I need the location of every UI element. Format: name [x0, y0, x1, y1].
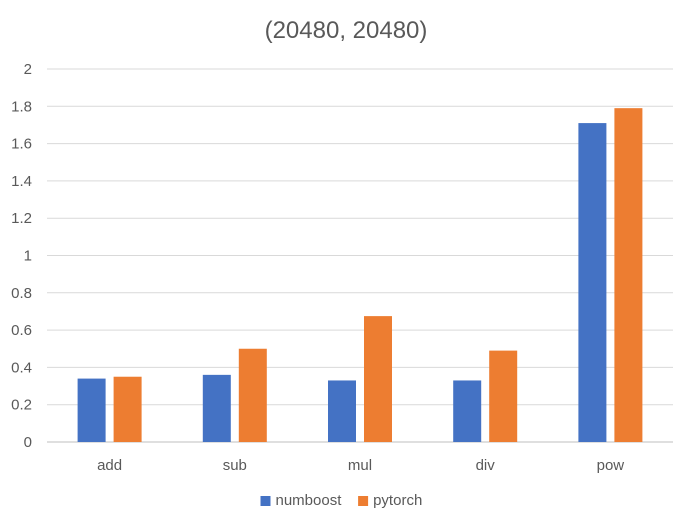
y-tick-label: 0.6 [11, 322, 32, 339]
chart-title: (20480, 20480) [265, 17, 428, 44]
legend-swatch-pytorch [358, 496, 369, 506]
x-tick-label: div [476, 457, 496, 474]
x-axis-ticks: add sub mul div pow [97, 457, 624, 474]
bar-pytorch-pow [614, 108, 643, 442]
y-tick-label: 1 [24, 248, 32, 265]
y-tick-label: 1.6 [11, 136, 32, 153]
legend-label-pytorch: pytorch [373, 492, 422, 509]
y-tick-label: 0.2 [11, 397, 32, 414]
y-tick-label: 1.2 [11, 210, 32, 227]
bar-numboost-pow [578, 123, 607, 443]
bar-pytorch-div [489, 350, 518, 442]
legend: numboost pytorch [260, 492, 422, 509]
y-tick-label: 2 [24, 61, 32, 78]
x-tick-label: add [97, 457, 122, 474]
legend-swatch-numboost [260, 496, 271, 506]
y-tick-label: 1.8 [11, 98, 32, 115]
bar-pytorch-add [113, 376, 142, 442]
x-tick-label: pow [597, 457, 625, 474]
bar-numboost-mul [328, 380, 356, 442]
bars [77, 108, 643, 443]
bar-pytorch-mul [364, 316, 392, 442]
bar-numboost-div [453, 380, 482, 442]
bar-pytorch-sub [238, 348, 267, 442]
y-tick-label: 0 [24, 434, 32, 451]
bar-numboost-sub [202, 374, 231, 442]
bar-numboost-add [77, 378, 106, 442]
x-tick-label: sub [223, 457, 247, 474]
x-tick-label: mul [348, 457, 372, 474]
y-tick-label: 0.4 [11, 359, 32, 376]
legend-label-numboost: numboost [276, 492, 343, 509]
y-tick-label: 1.4 [11, 173, 32, 190]
y-axis-ticks: 0 0.2 0.4 0.6 0.8 1 1.2 1.4 1.6 1.8 2 [11, 61, 32, 451]
y-tick-label: 0.8 [11, 285, 32, 302]
gridlines [47, 68, 673, 443]
